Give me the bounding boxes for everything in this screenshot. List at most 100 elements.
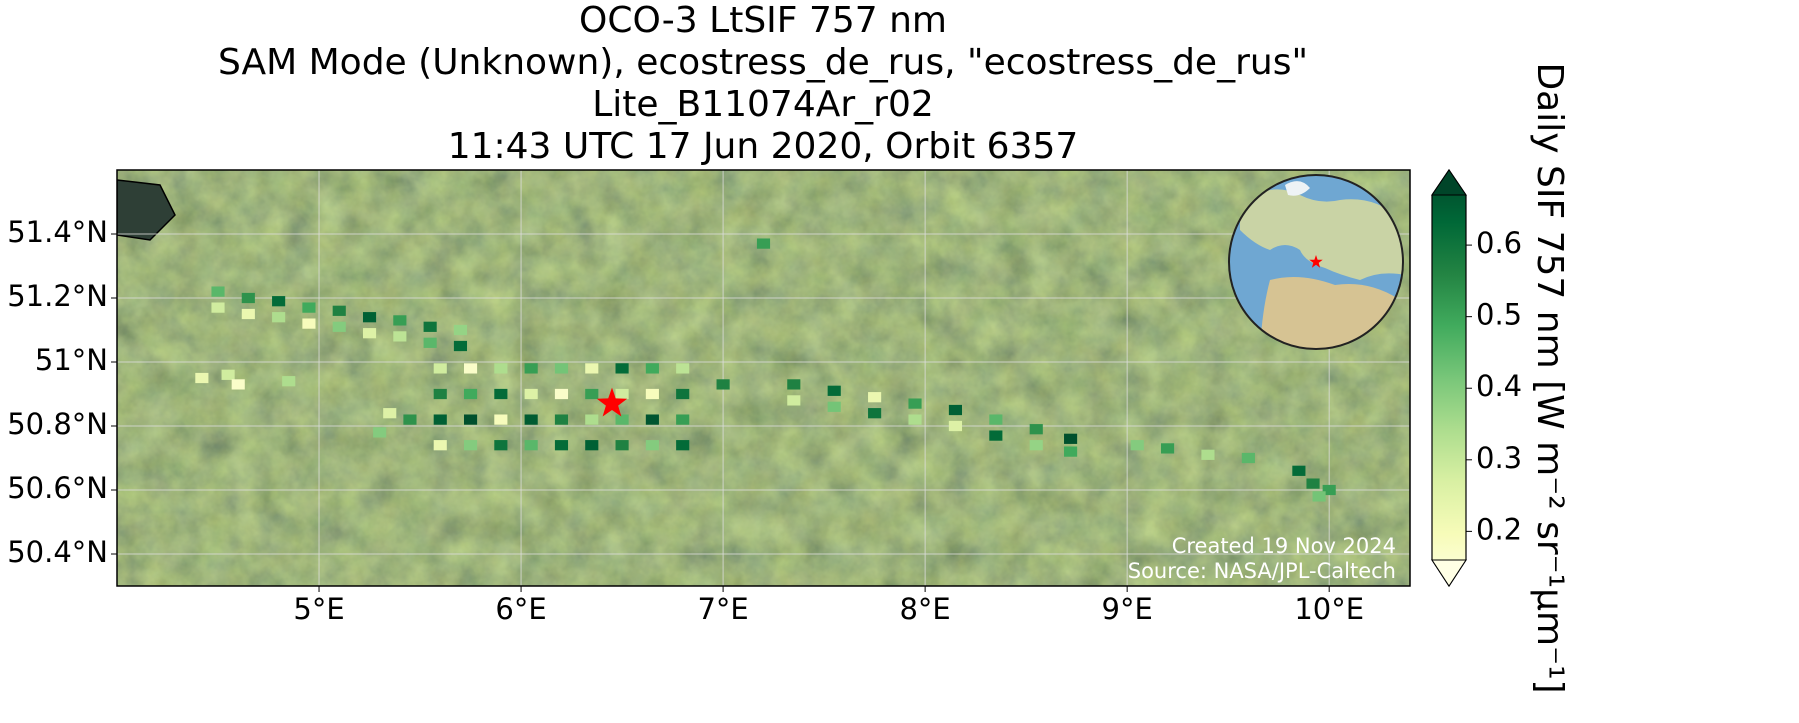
axes: 5°E 6°E 7°E 8°E 9°E 10°E 50.4°N 50.6°N 50.8°N 51°… <box>7 215 1364 626</box>
chart-title: 11:43 UTC 17 Jun 2020, Orbit 6357 <box>448 126 1079 167</box>
sif-pixel <box>423 337 437 348</box>
grid <box>117 170 1410 586</box>
sif-pixel <box>433 414 447 425</box>
sif-pixel <box>908 414 922 425</box>
colorbar-tick-label: 0.6 <box>1476 226 1522 260</box>
globe-outline <box>1228 174 1404 350</box>
colorbar-tick-label: 0.2 <box>1476 512 1522 546</box>
sif-pixel <box>554 440 569 451</box>
chart-title: Lite_B11074Ar_r02 <box>592 84 934 125</box>
sif-pixel <box>716 379 730 390</box>
colorbar-label: Daily SIF 757 nm [W m⁻² sr⁻¹μm⁻¹] <box>1529 62 1570 693</box>
sif-pixel <box>362 328 377 339</box>
sif-pixel <box>373 427 387 438</box>
sif-pixel <box>585 363 599 374</box>
sif-pixel <box>463 440 478 451</box>
sif-pixel <box>989 414 1003 425</box>
sif-pixel <box>433 440 447 451</box>
globe-star <box>1309 255 1323 268</box>
sif-soundings <box>195 238 1336 502</box>
sif-pixel <box>453 324 468 336</box>
sif-pixel <box>332 305 346 316</box>
sif-pixel <box>676 388 690 400</box>
sif-pixel <box>1241 452 1255 464</box>
chart-title: SAM Mode (Unknown), ecostress_de_rus, "e… <box>218 42 1308 83</box>
satellite-imagery <box>117 170 1410 586</box>
y-tick-label: 51°N <box>35 343 108 377</box>
colorbar-extend-bottom <box>1431 559 1467 587</box>
sif-pixel <box>524 440 538 451</box>
sif-pixel <box>494 414 508 425</box>
x-tick-label: 7°E <box>697 592 748 626</box>
sif-pixel <box>1312 491 1326 502</box>
map-frame <box>116 169 1411 587</box>
sif-pixel <box>195 372 209 384</box>
sif-pixel <box>332 321 346 332</box>
sif-pixel <box>393 331 407 342</box>
sif-pixel <box>615 363 629 374</box>
y-tick-label: 50.8°N <box>7 407 108 441</box>
sif-pixel <box>908 398 922 409</box>
sif-pixel <box>554 363 569 374</box>
sif-pixel <box>453 340 468 352</box>
sif-pixel <box>948 404 962 416</box>
sif-pixel <box>645 363 659 374</box>
sif-pixel <box>645 440 659 451</box>
y-tick-label: 50.6°N <box>7 471 108 505</box>
sif-pixel <box>868 392 882 403</box>
y-tick-label: 51.4°N <box>7 215 108 249</box>
sif-pixel <box>524 363 538 374</box>
sif-pixel <box>1160 443 1175 454</box>
footnote: Created 19 Nov 2024 <box>1172 534 1396 558</box>
sif-pixel <box>433 363 447 374</box>
sif-pixel <box>302 318 316 329</box>
coastline <box>117 179 176 241</box>
globe-inset <box>1228 174 1404 350</box>
sif-pixel <box>615 414 629 425</box>
sif-pixel <box>494 388 508 400</box>
sif-pixel <box>1322 484 1336 496</box>
sif-pixel <box>1306 478 1320 489</box>
colorbar-extend-top <box>1431 169 1467 196</box>
sif-pixel <box>1064 446 1078 457</box>
sif-pixel <box>524 388 538 400</box>
x-tick-label: 10°E <box>1294 592 1364 626</box>
footnote: Source: NASA/JPL-Caltech <box>1128 559 1396 583</box>
colorbar-tick-label: 0.3 <box>1476 441 1522 475</box>
sif-pixel <box>524 414 538 425</box>
x-tick-label: 8°E <box>899 592 950 626</box>
chart-title: OCO-3 LtSIF 757 nm <box>579 0 947 41</box>
sif-pixel <box>1130 440 1144 451</box>
globe-land <box>1240 189 1403 280</box>
sif-pixel <box>494 440 508 451</box>
sif-pixel <box>585 440 599 451</box>
sif-pixel <box>1029 424 1043 435</box>
sif-pixel <box>302 302 316 313</box>
sif-pixel <box>393 315 407 326</box>
sif-pixel <box>1201 449 1215 460</box>
colorbar: 0.2 0.3 0.4 0.5 0.6 <box>1431 168 1522 588</box>
colorbar-tick-label: 0.4 <box>1476 369 1522 403</box>
sif-pixel <box>615 440 629 451</box>
sif-pixel <box>362 312 377 323</box>
y-tick-label: 51.2°N <box>7 279 108 313</box>
sif-pixel <box>989 430 1003 441</box>
sif-pixel <box>615 388 629 400</box>
x-tick-label: 5°E <box>293 592 344 626</box>
sif-pixel <box>494 363 508 374</box>
sif-pixel <box>1029 440 1043 451</box>
sif-pixel <box>787 395 801 406</box>
sif-pixel <box>383 408 397 419</box>
sif-pixel <box>585 414 599 425</box>
sif-pixel <box>585 388 599 400</box>
sif-pixel <box>241 292 255 304</box>
sif-pixel <box>463 414 478 425</box>
globe-ice <box>1285 181 1310 196</box>
sif-pixel <box>554 414 569 425</box>
sif-pixel <box>676 363 690 374</box>
sif-pixel <box>676 440 690 451</box>
